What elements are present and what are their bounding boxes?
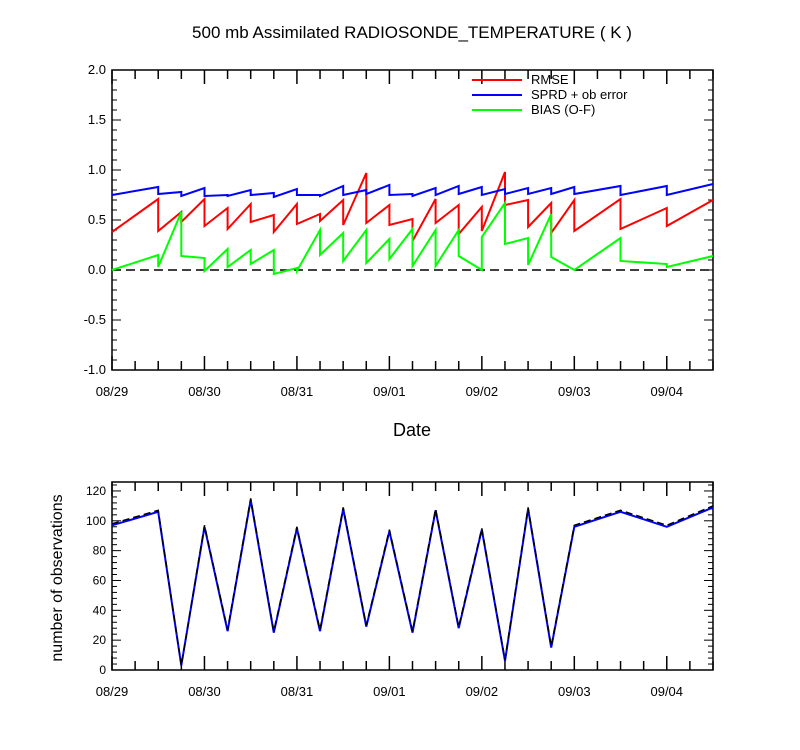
legend-label: BIAS (O-F) [531,102,595,117]
top-series-bias-o-f- [111,199,714,276]
bottom-ytick-label: 100 [86,514,106,528]
bottom-series-observations-dashed- [111,498,714,666]
top-ytick-label: 0.0 [88,262,106,277]
bottom-frame [111,481,714,671]
top-xtick-label: 09/04 [650,384,683,399]
top-xtick-label: 09/01 [373,384,406,399]
top-ytick-label: 0.5 [88,212,106,227]
bottom-ytick-label: 40 [93,603,107,617]
bottom-ytick-label: 20 [93,633,107,647]
legend-label: SPRD + ob error [531,87,628,102]
top-plot-area: 2.0 1.5 1.0 0.5 0.0 -0.5 -1.0 08/29 08/30 08/31 09… [84,62,714,399]
bottom-xtick-label: 08/29 [96,684,129,699]
bottom-ytick-label: 120 [86,484,106,498]
top-ytick-label: 1.5 [88,112,106,127]
bottom-series-observations [111,499,714,666]
bottom-plot-area: 120 100 80 60 40 20 0 08/29 08/30 08/31 09/01 09/02… [86,481,714,699]
top-xtick-label: 09/02 [466,384,499,399]
top-ytick-label: -0.5 [84,312,106,327]
bottom-xtick-label: 09/01 [373,684,406,699]
top-xtick-label: 08/30 [188,384,221,399]
bottom-xtick-label: 09/04 [650,684,683,699]
bottom-ytick-label: 0 [99,663,106,677]
bottom-ytick-label: 60 [93,573,107,587]
chart-title: 500 mb Assimilated RADIOSONDE_TEMPERATUR… [192,23,632,42]
bottom-ytick-label: 80 [93,544,107,558]
bottom-xtick-label: 08/30 [188,684,221,699]
bottom-xtick-label: 09/02 [466,684,499,699]
bottom-xtick-label: 09/03 [558,684,591,699]
top-series-sprd-ob-error [111,183,714,199]
y-axis-title-observations: number of observations [49,494,66,661]
top-ytick-label: -1.0 [84,362,106,377]
top-xtick-label: 08/31 [281,384,314,399]
x-axis-title: Date [393,420,431,440]
top-ytick-label: 1.0 [88,162,106,177]
legend-label: RMSE [531,72,569,87]
top-ytick-label: 2.0 [88,62,106,77]
top-xtick-label: 08/29 [96,384,129,399]
top-xtick-label: 09/03 [558,384,591,399]
bottom-xtick-label: 08/31 [281,684,314,699]
